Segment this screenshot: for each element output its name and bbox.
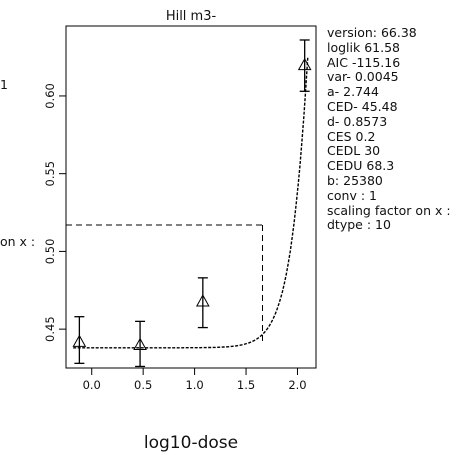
param-line: AIC -115.16: [327, 54, 401, 70]
param-line: b: 25380: [327, 172, 383, 188]
x-tick-label: 1.0: [185, 378, 203, 392]
y-axis: 0.45 0.50 0.55 0.60: [43, 83, 66, 342]
x-tick-label: 0.0: [83, 378, 101, 392]
y-tick-label: 0.60: [43, 83, 57, 109]
plot-area-frame: [65, 25, 317, 369]
clipped-left-label-top: 1: [0, 77, 8, 92]
param-line: CED- 45.48: [327, 98, 398, 114]
param-line: scaling factor on x :: [327, 202, 451, 218]
y-tick-label: 0.45: [43, 316, 57, 342]
data-point-triangle: [72, 334, 87, 347]
data-points: [72, 39, 312, 368]
param-line: d- 0.8573: [327, 113, 388, 129]
fitted-curve: [73, 57, 309, 349]
data-point-triangle: [297, 57, 312, 71]
x-tick-label: 2.0: [288, 378, 306, 392]
data-point-triangle: [133, 337, 147, 350]
param-line: CEDL 30: [327, 143, 381, 159]
param-line: a- 2.744: [327, 84, 379, 100]
data-point-triangle: [195, 294, 210, 307]
param-line: conv : 1: [327, 187, 377, 203]
param-line: var- 0.0045: [327, 69, 399, 85]
model-parameters-panel: version: 66.38 loglik 61.58 AIC -115.16 var…: [327, 25, 451, 233]
param-line: CES 0.2: [327, 128, 376, 144]
x-axis: 0.0 0.5 1.0 1.5 2.0: [83, 368, 307, 392]
param-line: CEDU 68.3: [327, 158, 395, 174]
x-tick-label: 1.5: [237, 378, 255, 392]
y-tick-label: 0.55: [43, 161, 57, 187]
x-axis-label: log10-dose: [144, 433, 238, 453]
x-tick-label: 0.5: [134, 378, 152, 392]
param-line: dtype : 10: [327, 217, 391, 233]
chart-title: Hill m3-: [166, 9, 217, 24]
y-tick-label: 0.50: [43, 239, 57, 265]
param-line: loglik 61.58: [327, 39, 400, 55]
param-line: version: 66.38: [327, 25, 417, 40]
clipped-left-label-middle: on x :: [0, 234, 36, 249]
